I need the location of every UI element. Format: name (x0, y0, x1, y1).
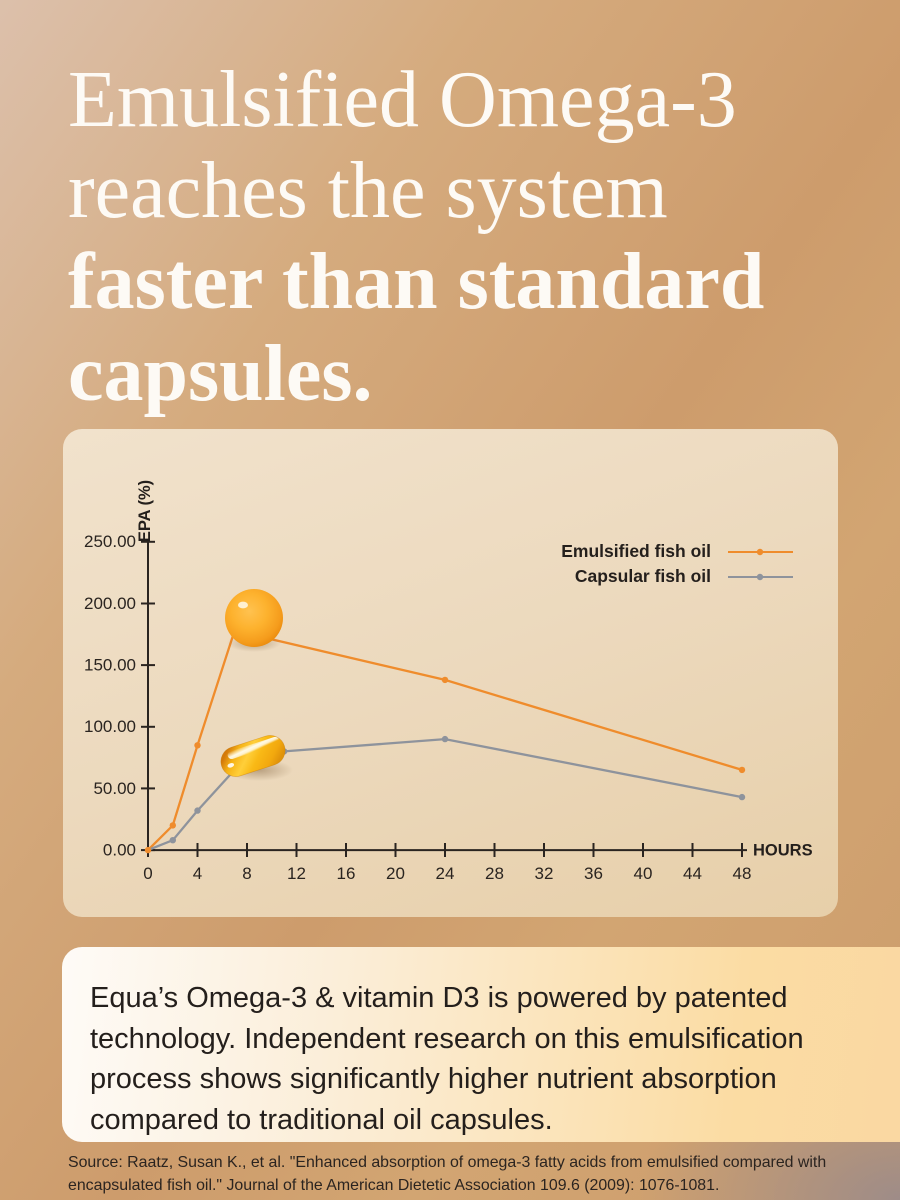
svg-text:12: 12 (287, 864, 306, 883)
svg-text:48: 48 (733, 864, 752, 883)
svg-text:32: 32 (535, 864, 554, 883)
svg-text:20: 20 (386, 864, 405, 883)
svg-text:0.00: 0.00 (103, 841, 136, 860)
svg-text:EPA (%): EPA (%) (136, 480, 154, 542)
svg-text:0: 0 (143, 864, 152, 883)
svg-text:8: 8 (242, 864, 251, 883)
svg-text:HOURS: HOURS (753, 842, 813, 860)
svg-text:Emulsified fish oil: Emulsified fish oil (561, 541, 711, 561)
svg-text:44: 44 (683, 864, 702, 883)
svg-text:28: 28 (485, 864, 504, 883)
svg-text:Capsular fish oil: Capsular fish oil (575, 566, 711, 586)
svg-text:24: 24 (436, 864, 455, 883)
svg-text:200.00: 200.00 (84, 594, 136, 613)
svg-text:250.00: 250.00 (84, 532, 136, 551)
svg-text:16: 16 (337, 864, 356, 883)
svg-text:150.00: 150.00 (84, 656, 136, 675)
svg-text:4: 4 (193, 864, 202, 883)
svg-text:36: 36 (584, 864, 603, 883)
svg-text:40: 40 (634, 864, 653, 883)
svg-text:100.00: 100.00 (84, 717, 136, 736)
svg-text:50.00: 50.00 (93, 779, 136, 798)
